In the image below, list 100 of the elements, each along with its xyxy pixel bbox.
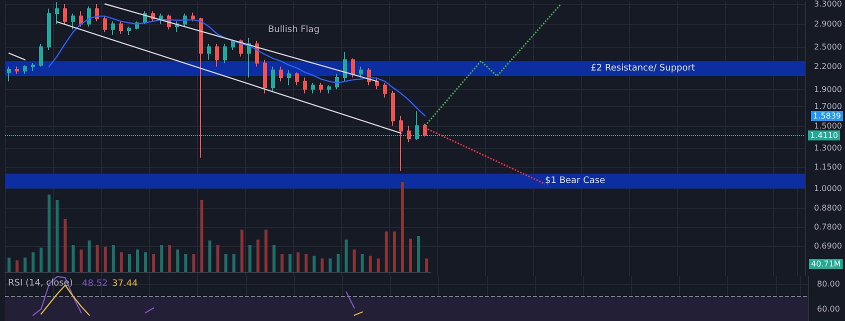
bar <box>216 245 220 272</box>
bar <box>352 250 356 272</box>
y-tick-label: 1.7000 <box>814 102 842 111</box>
candlestick <box>287 70 291 86</box>
candlestick <box>423 123 427 137</box>
bar <box>104 246 107 272</box>
bar <box>232 254 236 272</box>
y-tick-label: 1.1500 <box>814 162 842 172</box>
bar <box>192 254 196 272</box>
y-tick-label: 1.5000 <box>814 121 842 130</box>
candlestick <box>159 13 163 24</box>
annotation: 37.44 <box>112 279 138 289</box>
bar <box>409 238 412 272</box>
bar <box>96 245 99 272</box>
bar <box>240 230 244 272</box>
bar <box>144 252 148 272</box>
bar <box>360 254 364 272</box>
band-label: $1 Bear Case <box>545 176 606 186</box>
candlestick <box>407 125 411 143</box>
bar <box>417 236 420 272</box>
candlestick <box>383 82 387 98</box>
candlestick <box>311 82 315 94</box>
bar <box>176 250 180 272</box>
line-series <box>48 16 426 116</box>
band-label: £2 Resistance/ Support <box>590 64 696 74</box>
annotation: Bullish Flag <box>268 25 320 35</box>
bar <box>32 252 35 272</box>
candlestick <box>351 58 355 78</box>
bar <box>328 258 332 272</box>
candlestick <box>23 64 27 74</box>
bar <box>112 245 115 272</box>
bar <box>64 218 67 272</box>
y-tick-label: 1.3000 <box>814 143 842 152</box>
candlestick <box>359 66 363 78</box>
candlestick <box>231 40 235 51</box>
candlestick <box>111 20 115 36</box>
candlestick <box>55 2 59 24</box>
candlestick <box>103 16 107 33</box>
bar <box>368 256 372 272</box>
candlestick <box>71 13 75 30</box>
bar <box>224 254 228 272</box>
candlestick <box>39 43 43 68</box>
text: 1.5839 <box>813 112 841 120</box>
candlestick <box>47 8 51 51</box>
y-tick-label: 2.2000 <box>814 62 842 72</box>
candlestick <box>31 62 35 72</box>
candlestick <box>295 72 299 86</box>
bar <box>160 245 164 272</box>
bar <box>184 254 188 272</box>
bar <box>72 245 75 272</box>
bar <box>256 240 260 272</box>
y-tick-label: 60.00 <box>817 304 840 314</box>
bar <box>48 194 51 272</box>
bar <box>304 254 308 272</box>
bar <box>56 200 59 272</box>
candlestick <box>399 115 403 172</box>
bar <box>296 252 300 272</box>
y-tick-label: 2.9000 <box>814 19 842 28</box>
bar <box>136 250 139 272</box>
bar <box>336 254 340 272</box>
y-tick-label: 1.9000 <box>814 84 842 94</box>
candlestick <box>223 43 227 64</box>
bar <box>400 182 404 272</box>
candlestick <box>7 66 11 82</box>
bar <box>120 252 123 272</box>
bar <box>376 258 380 272</box>
bar <box>40 248 43 272</box>
candlestick <box>279 66 283 82</box>
bar <box>24 258 27 272</box>
candlestick <box>327 84 331 94</box>
bar <box>384 232 388 272</box>
candlestick <box>375 77 379 90</box>
bar <box>8 258 11 272</box>
y-tick-label: 80.00 <box>817 280 840 288</box>
candlestick <box>199 17 203 158</box>
y-tick-label: 1.0000 <box>814 184 842 193</box>
bar <box>128 254 131 272</box>
bar <box>344 240 348 272</box>
y-tick-label: 0.7800 <box>814 222 842 232</box>
text: 40.71M <box>811 260 841 268</box>
bar <box>280 254 284 272</box>
candlestick <box>127 26 131 36</box>
y-tick-label: 3.3000 <box>814 0 842 8</box>
bar <box>320 258 324 272</box>
candlestick <box>15 66 19 74</box>
bar <box>80 250 83 272</box>
y-tick-label: 0.6900 <box>814 241 842 250</box>
y-tick-label: 2.5000 <box>814 42 842 52</box>
bar <box>248 245 252 272</box>
candlestick <box>319 82 323 94</box>
line-series <box>424 3 562 127</box>
candlestick <box>191 12 195 22</box>
candlestick <box>343 51 347 82</box>
bar <box>88 240 91 272</box>
bar <box>168 245 172 272</box>
candlestick <box>207 43 211 60</box>
candlestick <box>263 59 267 94</box>
bar <box>425 258 428 272</box>
bar <box>208 240 212 272</box>
candlestick <box>391 90 395 126</box>
